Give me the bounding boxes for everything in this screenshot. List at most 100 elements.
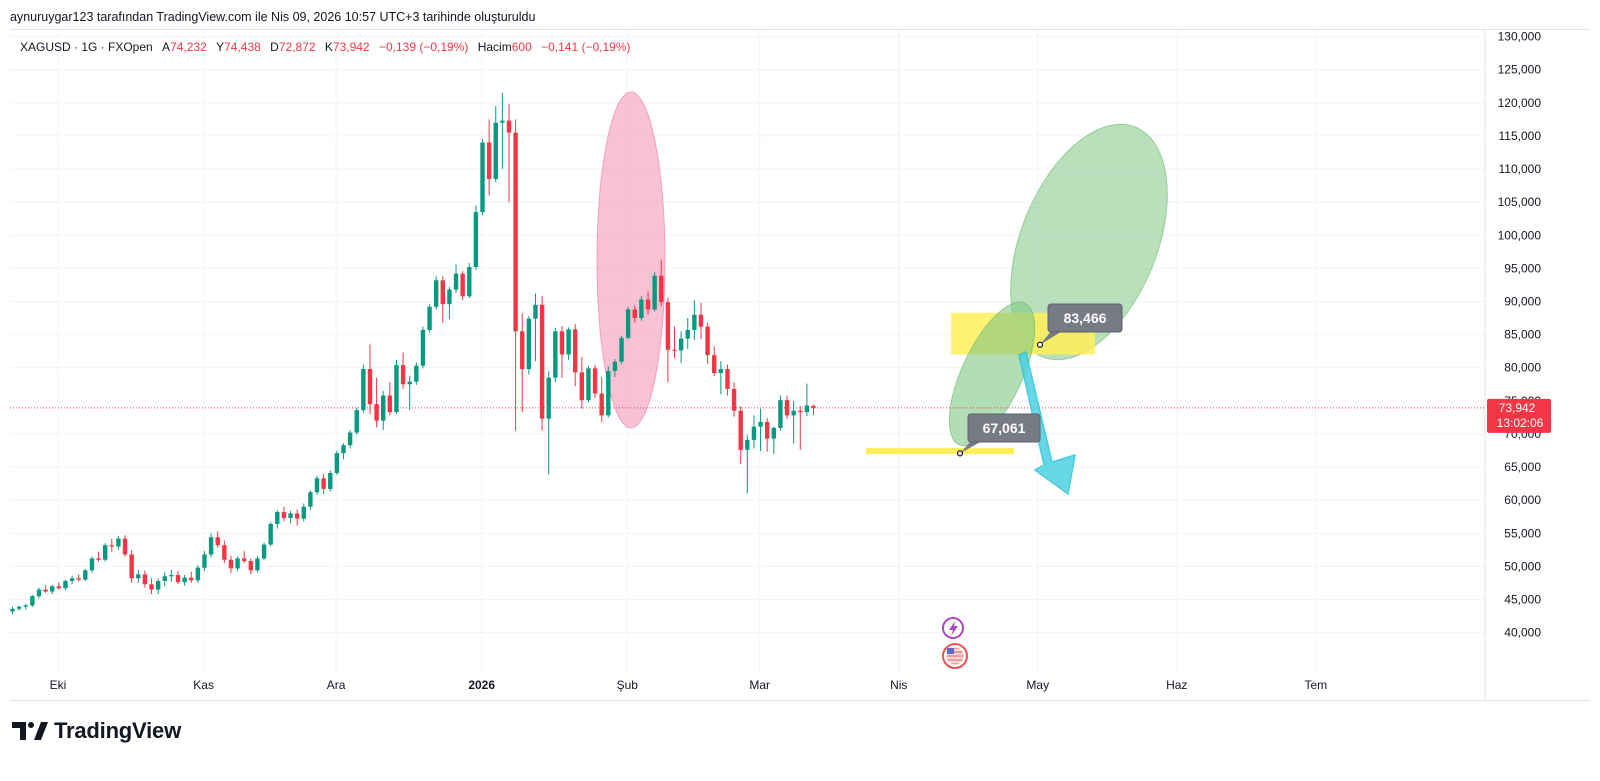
candle	[367, 344, 373, 415]
y-tick-label: 130,000	[1498, 30, 1542, 44]
candle-body	[36, 589, 42, 597]
candle	[142, 570, 148, 588]
candle	[136, 569, 141, 583]
candle	[341, 443, 346, 460]
candle	[354, 407, 359, 435]
candle-body	[579, 372, 585, 401]
candle-body	[16, 606, 22, 609]
callout-67061-pointer	[960, 440, 984, 454]
candle	[520, 313, 525, 413]
x-tick-label: May	[1026, 678, 1049, 692]
candle	[43, 584, 48, 593]
annotation-layer-front: 83,466 67,061	[956, 303, 1123, 496]
candle	[566, 327, 571, 360]
candle-body	[546, 377, 551, 419]
candle-body	[433, 280, 439, 307]
chart-caption: aynuruygar123 tarafından TradingView.com…	[10, 10, 536, 24]
candle-body	[43, 589, 48, 592]
candle-body	[76, 578, 81, 580]
candle-body	[228, 559, 234, 569]
candle-body	[698, 314, 704, 327]
candle-body	[30, 596, 35, 606]
candle	[321, 473, 326, 495]
candle	[619, 335, 624, 365]
candle	[573, 324, 578, 387]
candle	[692, 300, 697, 340]
candle	[202, 551, 207, 572]
candle-body	[506, 120, 512, 133]
candle-body	[83, 570, 88, 580]
candle	[771, 426, 776, 454]
y-tick-label: 65,000	[1504, 460, 1541, 474]
candle	[288, 510, 293, 524]
candle	[374, 377, 379, 428]
candle-body	[374, 404, 379, 421]
candle	[599, 376, 604, 423]
candle-body	[804, 405, 810, 413]
x-tick-label: Nis	[890, 678, 907, 692]
x-tick-label: Tem	[1304, 678, 1327, 692]
cyan-down-arrow	[1018, 350, 1076, 496]
price-badge-price: 73,942	[1499, 401, 1536, 415]
candle	[102, 543, 108, 562]
candle	[480, 139, 485, 216]
legend-symbol: XAGUSD · 1G · FXOpen	[20, 40, 153, 54]
green-ellipse-small	[948, 301, 1036, 447]
candle	[268, 522, 273, 547]
tradingview-logo[interactable]: TradingView	[12, 718, 181, 744]
candle	[189, 571, 194, 583]
candle-body	[155, 580, 161, 590]
candle-body	[427, 306, 432, 330]
candle	[586, 365, 591, 403]
pink-ellipse	[596, 91, 666, 429]
candle	[539, 296, 545, 431]
us-flag-canton	[947, 648, 954, 654]
candle-body	[811, 405, 816, 408]
candle-body	[136, 574, 141, 579]
candle	[149, 578, 154, 595]
candle-body	[69, 578, 75, 581]
candle-body	[334, 453, 340, 474]
candle-body	[122, 538, 128, 555]
candle-body	[387, 395, 393, 413]
candle-body	[473, 212, 479, 268]
candle	[685, 318, 690, 350]
candle-body	[778, 400, 783, 428]
candle	[334, 450, 340, 475]
candle-body	[480, 142, 485, 213]
candle-body	[414, 365, 419, 382]
candle	[248, 558, 254, 575]
callout-67061-text: 67,061	[983, 420, 1026, 436]
candle	[698, 302, 704, 340]
candle-body	[400, 365, 406, 385]
candle-body	[109, 545, 114, 547]
callout-83466-pointer	[1040, 330, 1064, 345]
candle	[175, 571, 181, 585]
price-badge-box	[1487, 398, 1551, 433]
candle-body	[467, 267, 472, 297]
legend-open-label: A	[162, 40, 171, 54]
candle-body	[599, 393, 604, 416]
candle-body	[275, 512, 280, 524]
candle-body	[798, 410, 803, 413]
legend-high: 74,438	[224, 40, 261, 54]
candle	[275, 510, 280, 529]
candle	[791, 400, 796, 444]
candle	[745, 434, 750, 494]
candle-body	[513, 132, 518, 332]
candle-body	[592, 368, 598, 394]
legend-volume-label: Hacim	[477, 40, 512, 54]
candle-body	[526, 318, 532, 370]
chart-frame	[10, 29, 1590, 701]
candle-body	[182, 577, 187, 583]
candle-body	[202, 554, 207, 568]
candle	[500, 92, 505, 170]
candle	[678, 331, 684, 364]
candle	[533, 293, 538, 362]
candle-body	[23, 605, 28, 607]
candle	[672, 326, 677, 358]
candle	[420, 326, 426, 369]
candle	[758, 408, 763, 452]
candle-body	[665, 302, 671, 350]
